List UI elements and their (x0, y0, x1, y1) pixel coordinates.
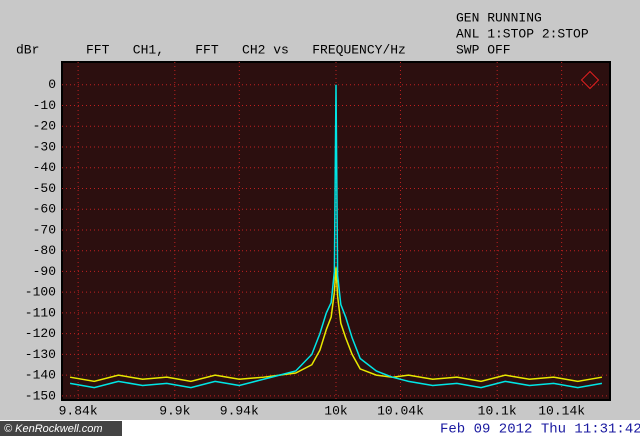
y-tick-label: -100 (25, 285, 56, 300)
rs-logo (580, 70, 600, 90)
spectrum-line (69, 84, 603, 389)
watermark-box (0, 421, 122, 436)
x-tick-label: 9.94k (220, 403, 259, 418)
x-tick-label: 10.04k (377, 403, 424, 418)
footer-bar (0, 420, 640, 436)
y-tick-label: -70 (33, 222, 56, 237)
y-tick-label: -130 (25, 347, 56, 362)
y-tick-label: -120 (25, 326, 56, 341)
y-tick-label: -30 (33, 139, 56, 154)
y-tick-label: -110 (25, 305, 56, 320)
y-tick-label: -20 (33, 119, 56, 134)
timestamp: Feb 09 2012 Thu 11:31:42 (440, 422, 640, 436)
y-tick-label: -80 (33, 243, 56, 258)
status-line: ANL 1:STOP 2:STOP (456, 26, 589, 41)
y-tick-label: -40 (33, 160, 56, 175)
x-tick-label: 10.1k (478, 403, 517, 418)
y-tick-label: -150 (25, 388, 56, 403)
y-tick-label: -10 (33, 98, 56, 113)
chart-title: FFT CH1, FFT CH2 vs FREQUENCY/Hz (86, 42, 406, 57)
status-line: GEN RUNNING (456, 10, 542, 25)
x-tick-label: 10.14k (538, 403, 585, 418)
x-tick-label: 9.84k (59, 403, 98, 418)
y-tick-label: -60 (33, 202, 56, 217)
watermark: © KenRockwell.com (4, 423, 103, 435)
x-tick-label: 10k (324, 403, 348, 418)
y-tick-label: -140 (25, 368, 56, 383)
spectrum-line (69, 267, 603, 383)
x-tick-label: 9.9k (159, 403, 190, 418)
y-axis-label: dBr (16, 42, 39, 57)
y-tick-label: -90 (33, 264, 56, 279)
y-tick-label: -50 (33, 181, 56, 196)
status-line: SWP OFF (456, 42, 511, 57)
y-tick-label: 0 (48, 77, 56, 92)
